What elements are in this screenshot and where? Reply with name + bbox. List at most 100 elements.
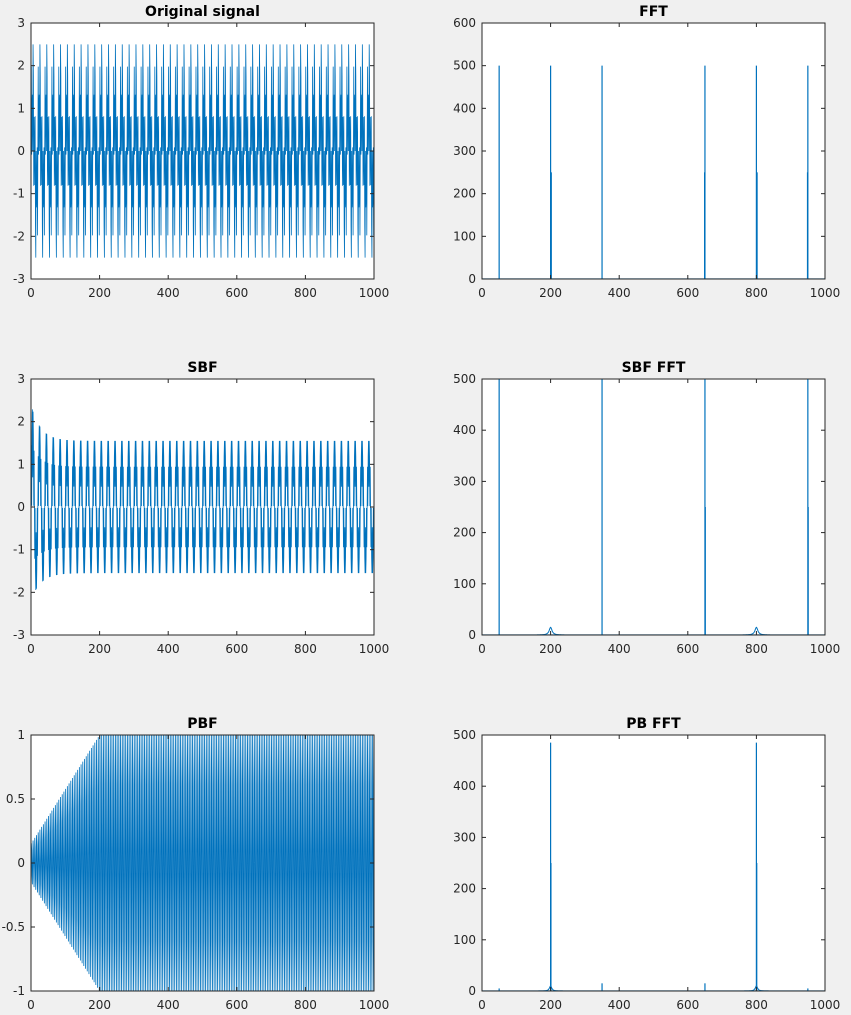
- plot-area: [482, 65, 825, 279]
- y-tick-label: 0.5: [6, 792, 25, 806]
- y-tick-label: 100: [453, 933, 476, 947]
- subplot-title: PBF: [187, 716, 218, 732]
- x-tick-label: 400: [608, 286, 631, 300]
- x-tick-label: 0: [27, 642, 35, 656]
- x-tick-label: 400: [157, 642, 180, 656]
- series-line: [31, 409, 374, 590]
- y-tick-label: 500: [453, 59, 476, 73]
- x-tick-label: 800: [745, 286, 768, 300]
- x-tick-label: 600: [225, 642, 248, 656]
- subplot-pb-fft: 0 200 400 600 800 1000 0 100 200 300 400 500 PB FFT: [453, 716, 840, 1012]
- y-tick-label: 500: [453, 728, 476, 742]
- y-tick-label: 200: [453, 526, 476, 540]
- y-tick-label: 0: [17, 144, 25, 158]
- x-tick-label: 400: [608, 642, 631, 656]
- subplot-title: SBF: [187, 360, 217, 376]
- x-tick-label: 600: [676, 286, 699, 300]
- x-tick-label: 600: [676, 998, 699, 1012]
- x-tick-label: 800: [745, 998, 768, 1012]
- x-tick-label: 1000: [359, 998, 390, 1012]
- y-tick-label: -3: [13, 628, 25, 642]
- axes-box: [481, 378, 826, 636]
- subplot-title: FFT: [639, 4, 668, 20]
- y-tick-label: 400: [453, 101, 476, 115]
- x-tick-label: 1000: [810, 998, 841, 1012]
- y-tick-label: 400: [453, 423, 476, 437]
- y-tick-label: -2: [13, 229, 25, 243]
- x-tick-label: 800: [294, 286, 317, 300]
- x-tick-label: 800: [294, 998, 317, 1012]
- x-tick-label: 0: [478, 642, 486, 656]
- x-tick-label: 800: [294, 642, 317, 656]
- y-tick-label: 1: [17, 101, 25, 115]
- y-tick-label: 0: [468, 984, 476, 998]
- x-tick-label: 600: [676, 642, 699, 656]
- x-tick-label: 600: [225, 998, 248, 1012]
- series-line: [31, 44, 374, 258]
- x-tick-label: 800: [745, 642, 768, 656]
- x-tick-label: 0: [478, 286, 486, 300]
- subplot-title: SBF FFT: [622, 360, 686, 376]
- plot-area: [31, 735, 374, 991]
- y-tick-label: 300: [453, 830, 476, 844]
- y-tick-label: -1: [13, 984, 25, 998]
- x-tick-label: 200: [539, 642, 562, 656]
- x-tick-label: 200: [88, 286, 111, 300]
- subplot-title: Original signal: [145, 4, 260, 20]
- plot-area: [482, 742, 825, 991]
- axes-box: [481, 734, 826, 992]
- subplot-original-signal: 0 200 400 600 800 1000 -3 -2 -1 0 1 2 3 Original sign…: [13, 4, 389, 300]
- axes-frame: [481, 734, 826, 992]
- plot-area: [482, 379, 825, 635]
- series-line: [31, 735, 374, 991]
- x-tick-label: 1000: [810, 642, 841, 656]
- y-tick-label: 1: [17, 728, 25, 742]
- x-tick-label: 0: [27, 286, 35, 300]
- x-tick-label: 600: [225, 286, 248, 300]
- x-tick-label: 400: [157, 286, 180, 300]
- y-tick-label: 2: [17, 59, 25, 73]
- y-tick-label: 3: [17, 372, 25, 386]
- y-tick-label: 600: [453, 16, 476, 30]
- y-tick-label: 300: [453, 144, 476, 158]
- x-tick-label: 400: [608, 998, 631, 1012]
- y-tick-label: 100: [453, 577, 476, 591]
- y-tick-label: 0: [468, 628, 476, 642]
- y-tick-label: 3: [17, 16, 25, 30]
- x-tick-label: 1000: [359, 642, 390, 656]
- subplot-sbf: 0 200 400 600 800 1000 -3 -2 -1 0 1 2 3 SBF: [13, 360, 389, 656]
- x-tick-label: 0: [478, 998, 486, 1012]
- y-tick-label: 300: [453, 474, 476, 488]
- x-tick-label: 200: [88, 642, 111, 656]
- y-tick-label: 500: [453, 372, 476, 386]
- y-tick-label: 0: [17, 500, 25, 514]
- subplot-title: PB FFT: [626, 716, 681, 732]
- x-tick-label: 200: [539, 286, 562, 300]
- subplot-pbf: 0 200 400 600 800 1000 -1 -0.5 0 0.5 1 PBF: [2, 716, 390, 1012]
- x-tick-label: 1000: [810, 286, 841, 300]
- plot-area: [31, 44, 374, 258]
- subplot-fft: 0 200 400 600 800 1000 0 100 200 300 400 500 600 FFT: [453, 4, 840, 300]
- y-tick-label: -1: [13, 543, 25, 557]
- y-tick-label: -3: [13, 272, 25, 286]
- x-tick-label: 0: [27, 998, 35, 1012]
- y-tick-label: 200: [453, 187, 476, 201]
- axes-frame: [481, 378, 826, 636]
- y-tick-label: -1: [13, 187, 25, 201]
- y-tick-label: 400: [453, 779, 476, 793]
- x-tick-label: 200: [88, 998, 111, 1012]
- y-tick-label: -0.5: [2, 920, 25, 934]
- axes-box: [481, 22, 826, 280]
- y-tick-label: 200: [453, 882, 476, 896]
- subplot-sbf-fft: 0 200 400 600 800 1000 0 100 200 300 400 500 SBF FFT: [453, 360, 840, 656]
- y-tick-label: 1: [17, 457, 25, 471]
- x-tick-label: 200: [539, 998, 562, 1012]
- y-tick-label: 100: [453, 229, 476, 243]
- y-tick-label: -2: [13, 585, 25, 599]
- y-tick-label: 0: [468, 272, 476, 286]
- y-tick-label: 2: [17, 415, 25, 429]
- x-tick-label: 400: [157, 998, 180, 1012]
- plot-area: [31, 409, 374, 590]
- y-tick-label: 0: [17, 856, 25, 870]
